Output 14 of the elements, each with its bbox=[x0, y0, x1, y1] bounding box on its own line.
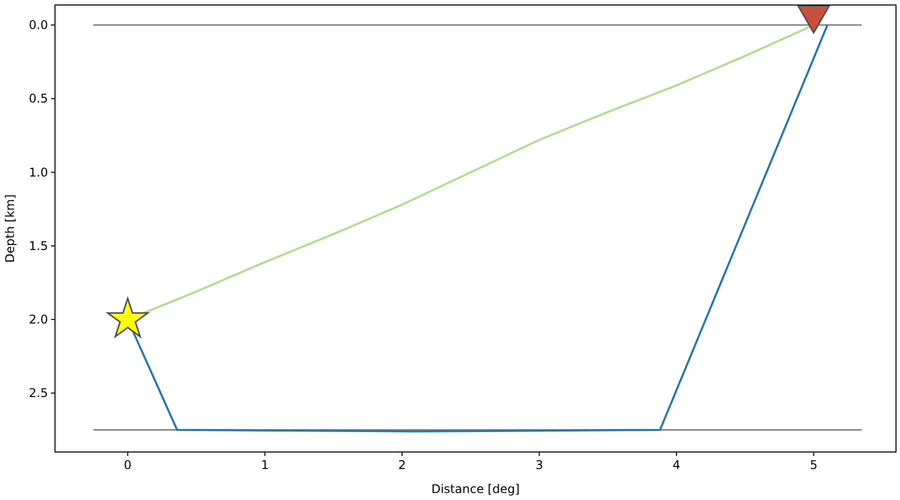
x-tick-label: 3 bbox=[535, 458, 544, 472]
y-tick-label: 2.5 bbox=[28, 386, 48, 400]
y-tick-label: 0.0 bbox=[28, 18, 48, 32]
x-axis-title: Distance [deg] bbox=[431, 482, 520, 496]
x-tick-label: 0 bbox=[124, 458, 132, 472]
x-tick-label: 2 bbox=[398, 458, 406, 472]
x-tick-label: 4 bbox=[672, 458, 680, 472]
x-tick-label: 5 bbox=[810, 458, 818, 472]
x-tick-label: 1 bbox=[261, 458, 269, 472]
y-tick-label: 0.5 bbox=[28, 92, 48, 106]
y-tick-label: 1.5 bbox=[28, 238, 48, 253]
y-tick-label: 2.0 bbox=[28, 312, 48, 326]
y-axis-title: Depth [km] bbox=[3, 194, 17, 263]
y-tick-label: 1.0 bbox=[28, 165, 48, 180]
